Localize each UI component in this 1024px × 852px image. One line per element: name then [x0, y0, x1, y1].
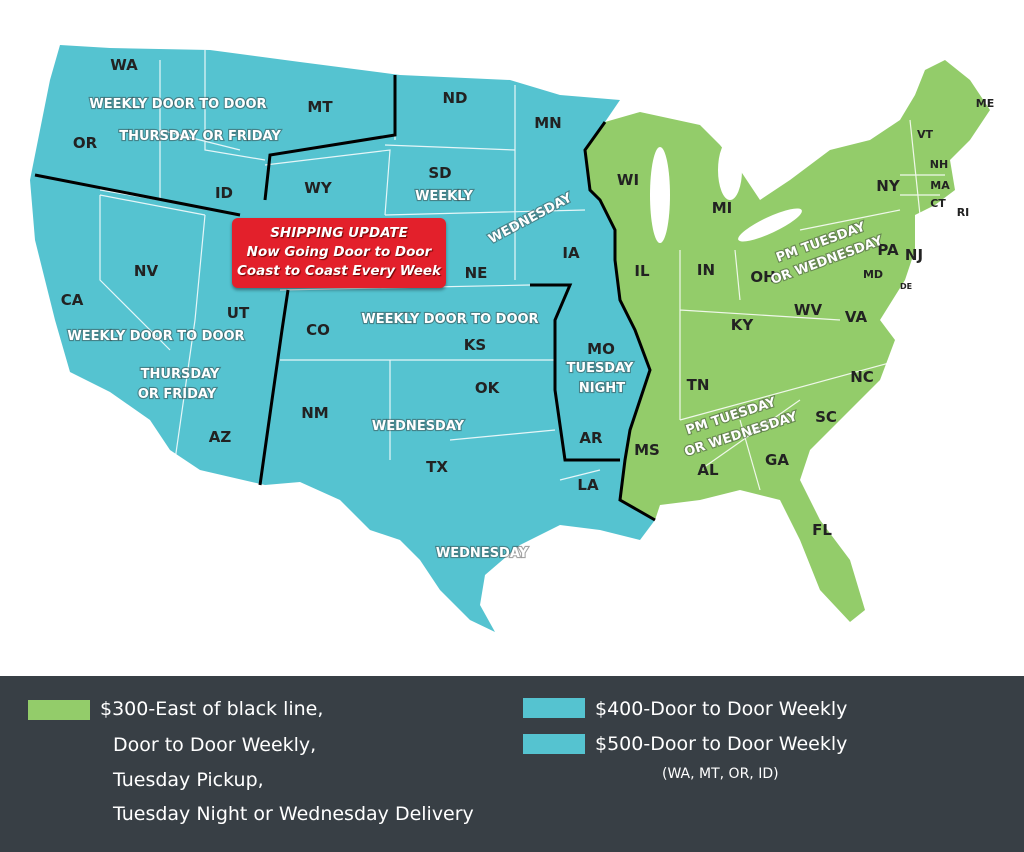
- note-mo-2: NIGHT: [579, 381, 625, 396]
- state-fl: FL: [812, 521, 832, 539]
- state-wy: WY: [304, 179, 333, 197]
- state-mi: MI: [712, 199, 733, 217]
- state-wi: WI: [617, 171, 639, 189]
- note-nw-1: WEEKLY DOOR TO DOOR: [89, 97, 266, 112]
- state-ar: AR: [579, 429, 603, 447]
- state-in: IN: [697, 261, 715, 279]
- state-il: IL: [634, 262, 650, 280]
- note-sd-weekly: WEEKLY: [415, 189, 473, 204]
- legend-east-4: Tuesday Night or Wednesday Delivery: [113, 803, 474, 825]
- legend-500: $500-Door to Door Weekly: [595, 733, 848, 755]
- legend-500-note: (WA, MT, OR, ID): [662, 766, 779, 782]
- state-ms: MS: [634, 441, 660, 459]
- state-ne: NE: [465, 264, 488, 282]
- state-pa: PA: [877, 241, 899, 259]
- black-divider-lines: [34, 75, 656, 522]
- state-nm: NM: [301, 404, 328, 422]
- west-region: [30, 45, 655, 632]
- state-nv: NV: [134, 262, 159, 280]
- state-labels: WA OR MT ID ND MN SD WY NV CA UT NE IA C…: [61, 56, 995, 539]
- state-de: DE: [900, 282, 912, 291]
- lake-huron: [718, 140, 742, 200]
- east-region: [585, 60, 990, 622]
- legend-east-2: Door to Door Weekly,: [113, 734, 317, 756]
- state-wa: WA: [110, 56, 138, 74]
- state-mn: MN: [534, 114, 561, 132]
- state-ri: RI: [957, 206, 970, 219]
- state-sc: SC: [815, 408, 837, 426]
- state-nj: NJ: [905, 246, 923, 264]
- badge-line-2: Now Going Door to Door: [246, 244, 432, 260]
- state-ky: KY: [731, 316, 755, 334]
- badge-title: SHIPPING UPDATE: [270, 225, 408, 241]
- us-shipping-map: WA OR MT ID ND MN SD WY NV CA UT NE IA C…: [30, 45, 995, 632]
- note-nm-wednesday: WEDNESDAY: [372, 419, 465, 434]
- state-la: LA: [577, 476, 599, 494]
- state-al: AL: [697, 461, 719, 479]
- state-co: CO: [306, 321, 330, 339]
- state-ok: OK: [475, 379, 501, 397]
- state-az: AZ: [209, 428, 232, 446]
- legend-400: $400-Door to Door Weekly: [595, 698, 848, 720]
- state-vt: VT: [917, 128, 934, 141]
- lake-michigan: [650, 147, 670, 243]
- state-oh: OH: [750, 268, 775, 286]
- legend-east-3: Tuesday Pickup,: [113, 769, 264, 791]
- note-nw-2: THURSDAY OR FRIDAY: [119, 129, 281, 144]
- legend-swatch-500: [523, 734, 585, 754]
- state-ny: NY: [876, 177, 901, 195]
- state-mt: MT: [307, 98, 333, 116]
- lake-erie: [738, 208, 802, 242]
- note-west-2: THURSDAY: [141, 367, 220, 382]
- note-mo-1: TUESDAY: [567, 361, 634, 376]
- state-sd: SD: [428, 164, 451, 182]
- legend-swatch-400: [523, 698, 585, 718]
- legend: $300-East of black line, Door to Door We…: [0, 676, 1024, 852]
- note-central: WEEKLY DOOR TO DOOR: [361, 312, 538, 327]
- legend-swatch-east: [28, 700, 90, 720]
- state-ma: MA: [930, 179, 950, 192]
- state-ut: UT: [227, 304, 250, 322]
- state-ks: KS: [464, 336, 486, 354]
- note-west-3: OR FRIDAY: [138, 387, 217, 402]
- state-nc: NC: [850, 368, 874, 386]
- state-ct: CT: [930, 197, 946, 210]
- state-me: ME: [976, 97, 994, 110]
- state-tx: TX: [426, 458, 448, 476]
- shipping-update-badge: SHIPPING UPDATE Now Going Door to Door C…: [232, 218, 446, 288]
- note-tx-wednesday: WEDNESDAY: [436, 546, 529, 561]
- state-id: ID: [215, 184, 233, 202]
- state-va: VA: [845, 308, 868, 326]
- state-ia: IA: [562, 244, 580, 262]
- legend-east-1: $300-East of black line,: [100, 698, 324, 720]
- state-ca: CA: [61, 291, 84, 309]
- state-tn: TN: [687, 376, 710, 394]
- state-wv: WV: [794, 301, 823, 319]
- state-nd: ND: [442, 89, 467, 107]
- badge-line-3: Coast to Coast Every Week: [236, 263, 442, 279]
- note-west-1: WEEKLY DOOR TO DOOR: [67, 329, 244, 344]
- state-md: MD: [863, 268, 883, 281]
- state-or: OR: [73, 134, 98, 152]
- state-nh: NH: [930, 158, 948, 171]
- state-ga: GA: [765, 451, 789, 469]
- state-mo: MO: [587, 340, 615, 358]
